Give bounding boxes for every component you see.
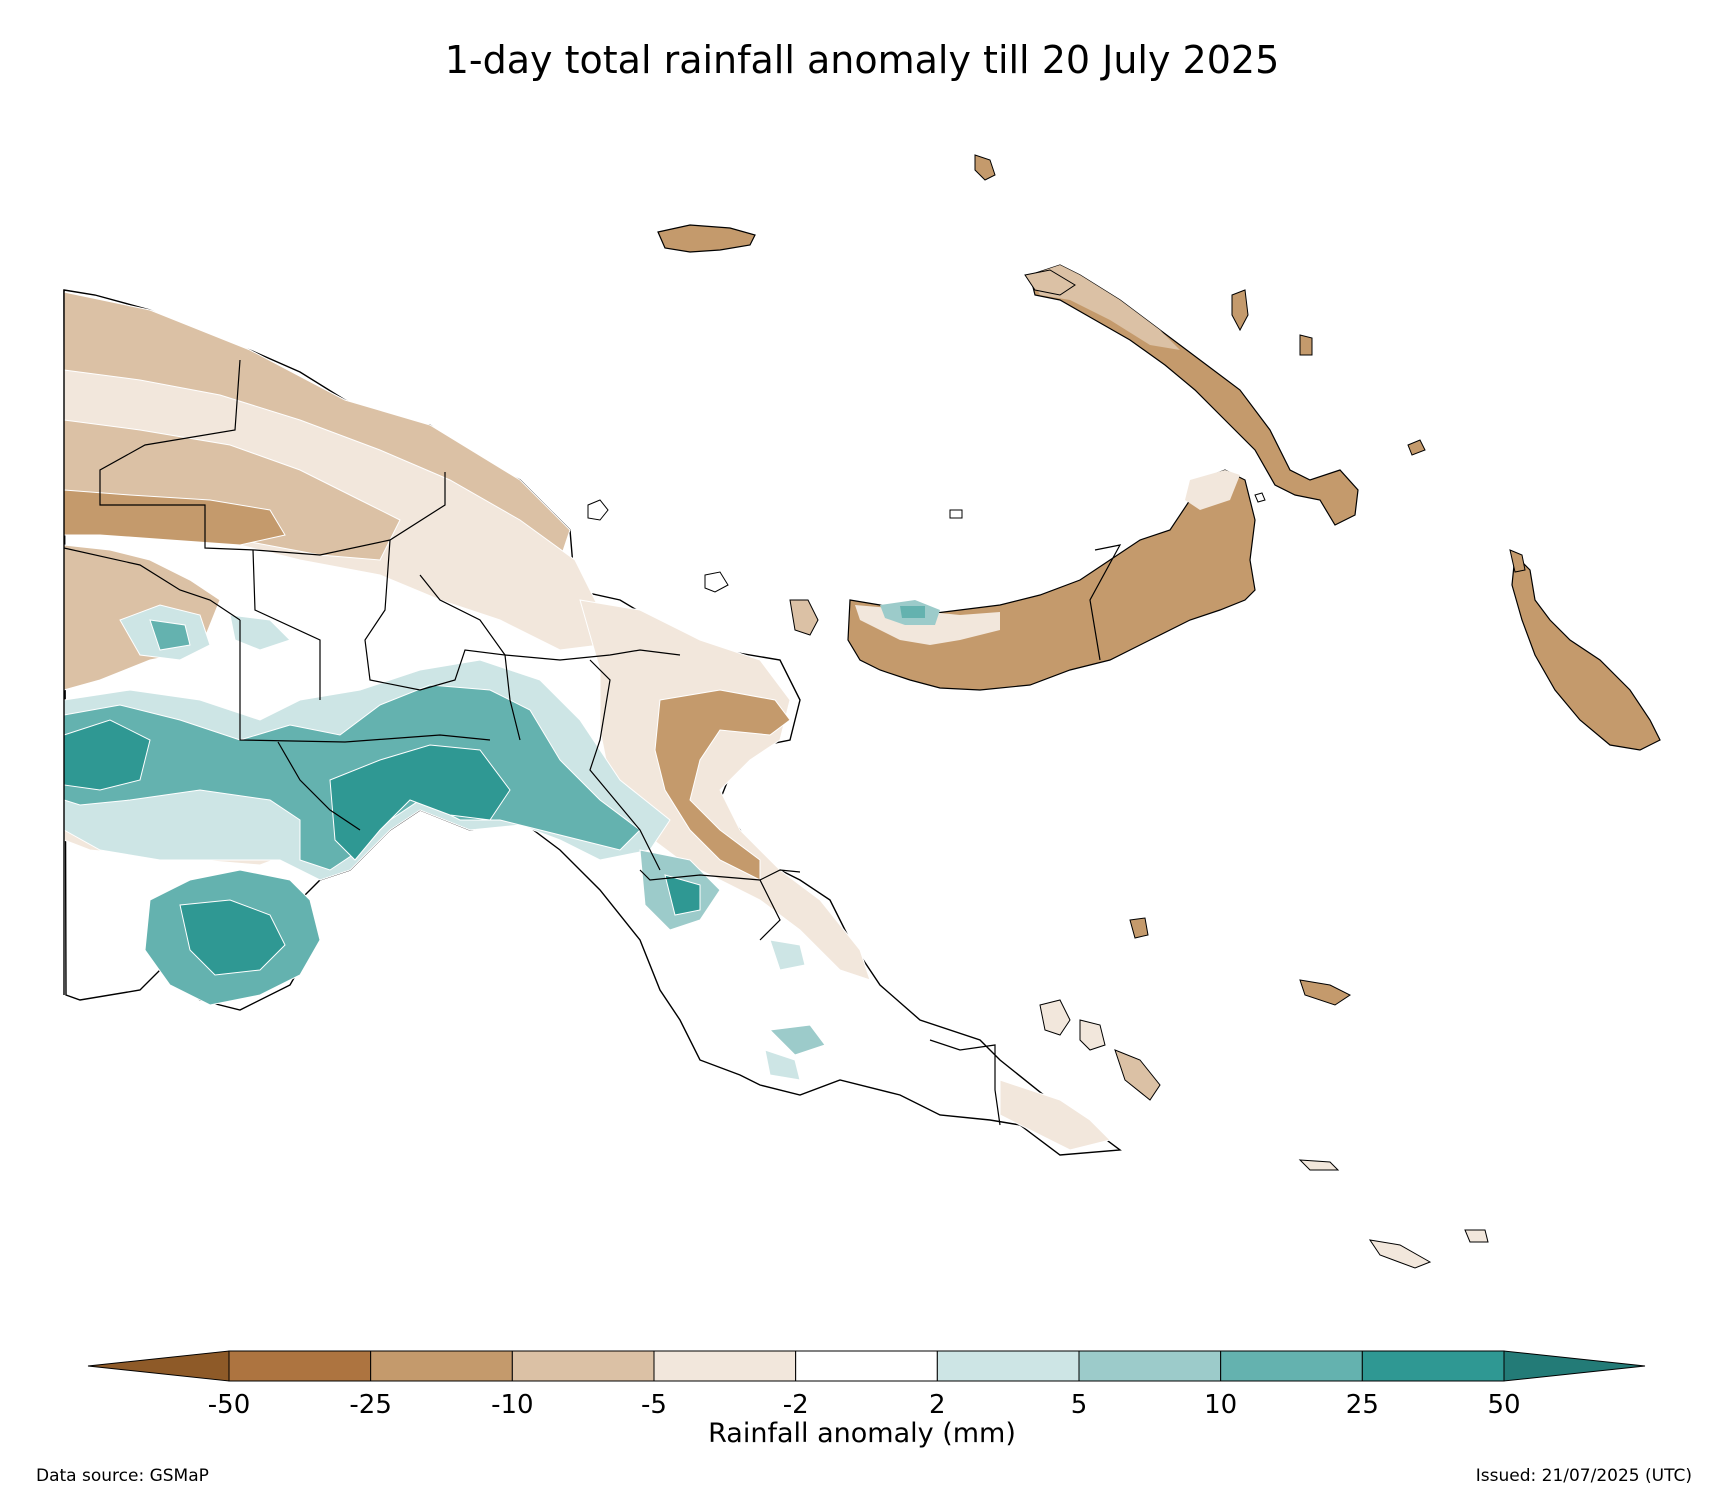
island-trobriand [1129, 917, 1149, 939]
colorbar-swatch [511, 1350, 655, 1382]
new-britain-boundary [1089, 544, 1122, 661]
contour-teal-highland-2 [229, 614, 291, 651]
boundary-morobe [589, 659, 661, 871]
colorbar-swatch [370, 1350, 513, 1382]
bougainville-landmass [1511, 553, 1661, 751]
colorbar-swatch [653, 1350, 797, 1382]
island-lihir [1299, 334, 1313, 356]
boundary-gulf [277, 741, 361, 831]
colorbar-label: Rainfall anomaly (mm) [708, 1418, 1016, 1449]
anomaly-contours-mainland [63, 291, 1111, 1151]
contour-teal-east-2 [769, 939, 806, 971]
boundary-madang [504, 649, 681, 661]
colorbar-swatches [87, 1350, 1646, 1382]
boundary-sepik-highlands [63, 547, 241, 621]
colorbar-tick-label: -2 [783, 1390, 809, 1420]
colorbar-tick-label: 50 [1487, 1390, 1520, 1420]
colorbar-swatch [936, 1350, 1080, 1382]
colorbar-tick-label: -50 [208, 1390, 250, 1420]
manus-island [657, 224, 756, 253]
island-umboi [789, 599, 819, 636]
boundary-sandaun-east-sepik [99, 359, 446, 556]
boundary-milne-bay [929, 1039, 1001, 1126]
colorbar-tick-label: -5 [641, 1390, 667, 1420]
colorbar-tick-label: 10 [1204, 1390, 1237, 1420]
island-sudest [1368, 1239, 1432, 1269]
bougainville [1511, 553, 1661, 751]
colorbar-extend-high [1503, 1350, 1646, 1382]
contour-teal-east-1-core [664, 874, 701, 916]
new-britain-teal-core [900, 606, 925, 618]
island-tabar [1231, 289, 1249, 332]
small-islands [587, 154, 1526, 1269]
island-goodenough [1079, 1019, 1106, 1051]
new-ireland-landmass [1029, 264, 1359, 526]
colorbar-tick-label: -10 [491, 1390, 533, 1420]
issued-date: Issued: 21/07/2025 (UTC) [1475, 1466, 1692, 1486]
island-woodlark [1299, 979, 1351, 1006]
contour-teal-east-4 [764, 1049, 801, 1081]
colorbar-tick-label: 2 [929, 1390, 946, 1420]
colorbar-tick-label: 5 [1071, 1390, 1088, 1420]
island-feni [1407, 439, 1426, 456]
boundary-central [759, 869, 801, 881]
island-karkar [587, 499, 609, 521]
contour-pale-southeast [999, 1079, 1111, 1151]
colorbar-tick-label: -25 [349, 1390, 391, 1420]
island-long [704, 571, 729, 593]
island-fergusson [1039, 999, 1071, 1036]
map-title: 1-day total rainfall anomaly till 20 Jul… [444, 38, 1280, 82]
colorbar-swatch [1078, 1350, 1222, 1382]
boundary-highlands-1 [252, 549, 321, 700]
contour-teal-gulf-core [179, 899, 286, 976]
island-rossel [1464, 1229, 1489, 1243]
boundary-highlands-2 [364, 539, 521, 741]
colorbar-swatch [1220, 1350, 1363, 1382]
colorbar-swatch [795, 1350, 938, 1382]
new-britain-pale-tip [1185, 470, 1240, 510]
boundary-highlands-3 [419, 574, 506, 656]
contour-teal-highland-1-core [149, 619, 191, 651]
colorbar-ticks: -50 -25 -10 -5 -2 2 5 10 25 50 [208, 1390, 1521, 1420]
island-crater [949, 509, 963, 519]
contour-brown-dark-west [63, 489, 286, 546]
colorbar-tick-label: 25 [1346, 1390, 1379, 1420]
island-misima [1298, 1159, 1340, 1171]
contour-teal-dark-delta [329, 744, 511, 861]
island-mussau [974, 154, 996, 181]
colorbar-swatch [228, 1350, 372, 1382]
island-duke-york [1254, 492, 1266, 503]
colorbar-swatch [1361, 1350, 1505, 1382]
island-buka [1509, 549, 1526, 573]
province-boundaries [63, 359, 1001, 1126]
contour-teal-east-3 [768, 1024, 826, 1056]
boundary-oro [639, 869, 781, 941]
boundary-western-highlands [239, 620, 491, 743]
island-new-hanover [1024, 269, 1076, 296]
contour-brown-east-blob [654, 689, 791, 881]
data-source: Data source: GSMaP [36, 1466, 209, 1486]
new-britain [847, 469, 1256, 691]
colorbar-extend-low [87, 1350, 230, 1382]
island-normanby [1114, 1049, 1161, 1101]
